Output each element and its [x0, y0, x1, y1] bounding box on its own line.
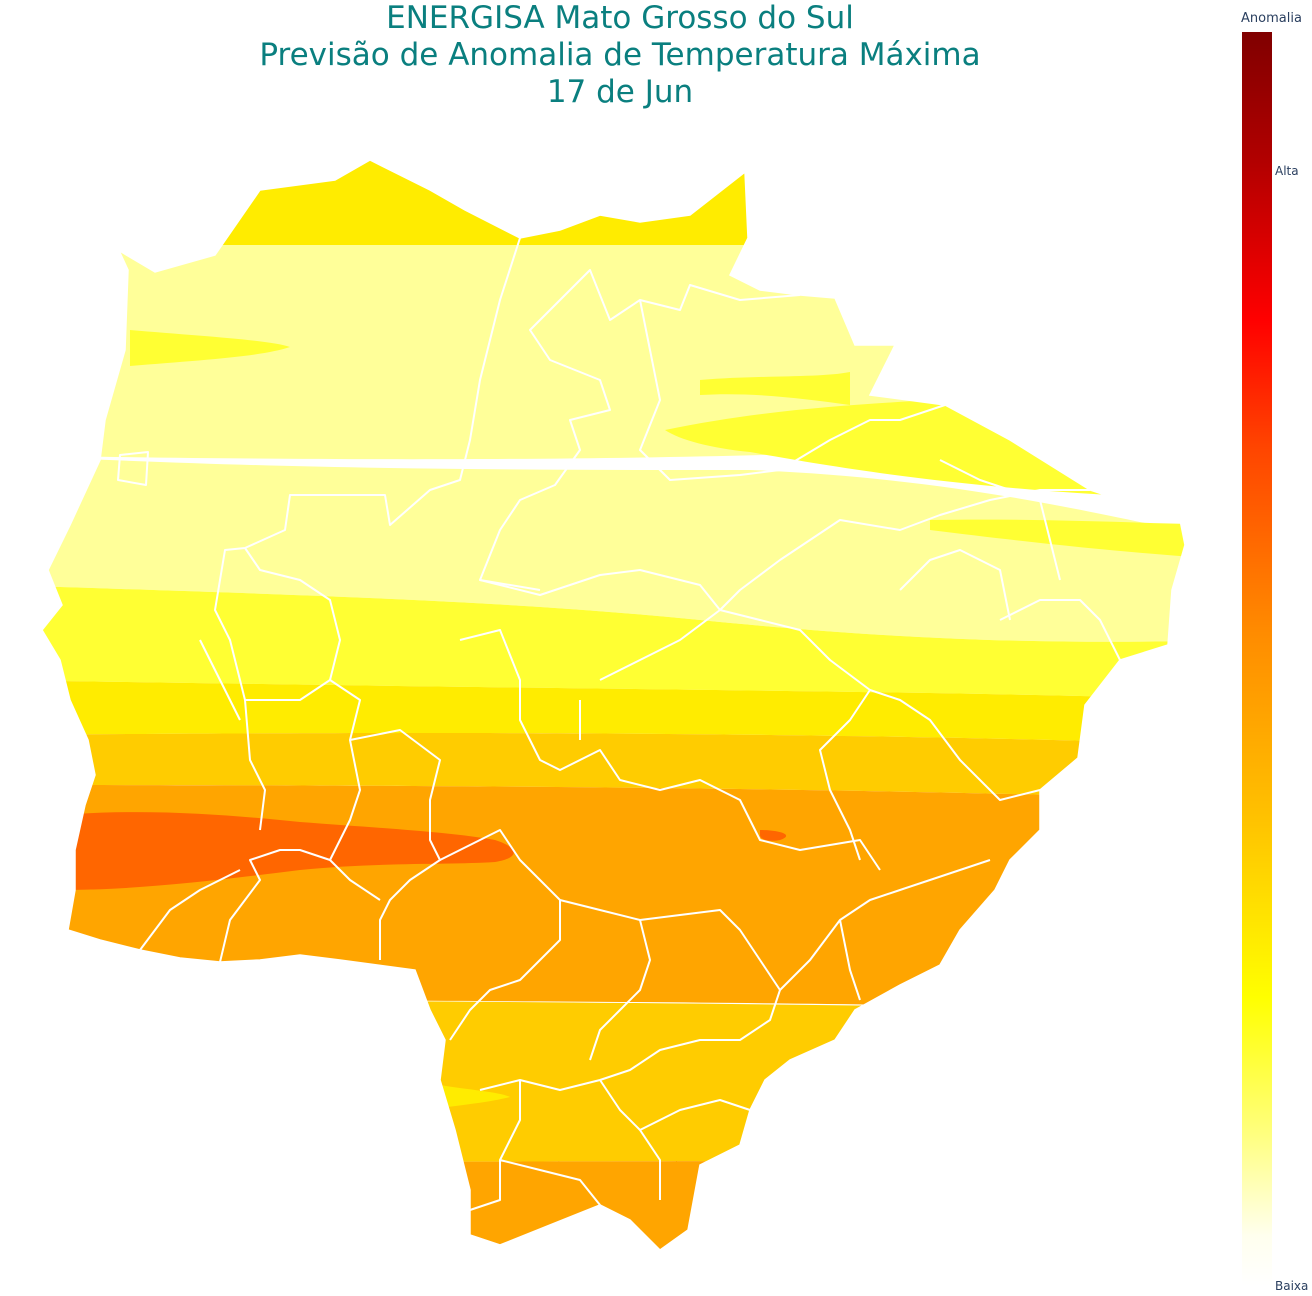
band-orange-south [42, 1160, 1185, 1250]
band-yellow-streak-1 [130, 330, 290, 366]
state-map [41, 159, 1186, 1251]
title-line-1: ENERGISA Mato Grosso do Sul [386, 0, 854, 36]
band-gold-south-streak [440, 1085, 510, 1108]
band-dark-orange-spot-1 [760, 830, 787, 841]
colorbar-high-label: Alta [1275, 164, 1299, 178]
band-yellow-streak-2 [700, 372, 850, 405]
title-line-3: 17 de Jun [546, 74, 694, 110]
band-amber-middle [42, 733, 1185, 800]
band-pale-middle [42, 455, 1185, 642]
title-line-2: Previsão de Anomalia de Temperatura Máxi… [259, 37, 981, 73]
band-yellow-west [42, 585, 1185, 700]
colorbar [1242, 32, 1272, 1286]
band-yellow-streak-4 [930, 519, 1185, 560]
colorbar-title: Anomalia [1241, 11, 1302, 26]
state-outline [41, 159, 1186, 1251]
band-gold-middle [42, 680, 1185, 745]
colorbar-low-label: Baixa [1275, 1279, 1309, 1293]
band-amber-south [42, 1000, 1185, 1162]
municipal-boundaries [117, 237, 1121, 1211]
band-gold-north [42, 160, 1185, 245]
map-title: ENERGISA Mato Grosso do Sul Previsão de … [0, 0, 1240, 111]
band-dark-orange-hotspot [60, 812, 514, 890]
